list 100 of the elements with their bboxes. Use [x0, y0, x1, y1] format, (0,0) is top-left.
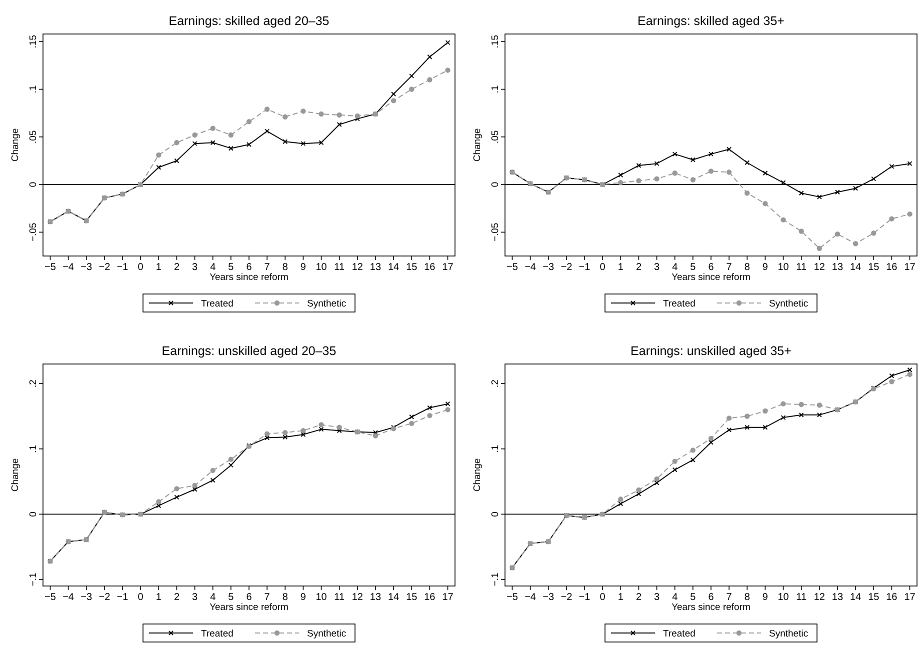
x-tick-label: 16 — [424, 592, 436, 603]
x-tick-label: 1 — [618, 262, 624, 273]
x-tick-label: 11 — [334, 262, 345, 273]
x-tick-label: 10 — [316, 592, 328, 603]
x-tick-label: 9 — [762, 262, 768, 273]
legend-label: Synthetic — [769, 298, 808, 310]
x-tick-label: 0 — [600, 262, 606, 273]
x-tick-label: 3 — [192, 262, 198, 273]
x-tick-label: 6 — [708, 262, 714, 273]
x-tick-label: −5 — [506, 262, 518, 273]
y-axis-title: Change — [10, 128, 21, 162]
x-tick-label: 13 — [832, 592, 844, 603]
x-tick-label: 15 — [406, 262, 418, 273]
y-tick-label: −.1 — [28, 572, 39, 586]
y-tick-label: .15 — [28, 35, 39, 48]
x-tick-label: 6 — [708, 592, 714, 603]
x-tick-label: 16 — [886, 262, 898, 273]
x-tick-label: 7 — [264, 592, 270, 603]
x-tick-label: −3 — [542, 592, 555, 603]
x-tick-label: 16 — [886, 592, 898, 603]
x-tick-label: 10 — [778, 592, 790, 603]
x-tick-label: −1 — [116, 592, 129, 603]
y-tick-label: .05 — [28, 130, 39, 144]
x-tick-label: 8 — [744, 262, 750, 273]
chart-title: Earnings: unskilled aged 20–35 — [162, 344, 336, 358]
x-tick-label: 0 — [138, 592, 144, 603]
x-tick-label: −2 — [98, 262, 111, 273]
x-axis-title: Years since reform — [210, 602, 289, 613]
x-tick-label: −5 — [506, 592, 518, 603]
x-tick-label: 1 — [156, 262, 162, 273]
x-tick-label: 3 — [654, 262, 660, 273]
x-tick-label: 13 — [832, 262, 844, 273]
x-tick-label: 14 — [388, 262, 400, 273]
y-tick-label: .2 — [490, 380, 501, 388]
x-tick-label: 7 — [264, 262, 270, 273]
x-tick-label: 10 — [778, 262, 790, 273]
x-tick-label: −1 — [578, 262, 591, 273]
legend-label: Synthetic — [307, 628, 346, 640]
y-tick-label: .1 — [490, 444, 501, 453]
y-axis-title: Change — [472, 128, 483, 162]
x-tick-label: 5 — [690, 592, 696, 603]
x-tick-label: 5 — [228, 592, 234, 603]
x-tick-label: −4 — [62, 592, 74, 603]
x-tick-label: 2 — [636, 262, 642, 273]
y-tick-label: −.1 — [490, 572, 501, 586]
x-tick-label: 12 — [814, 592, 826, 603]
legend-label: Treated — [663, 628, 696, 640]
x-tick-label: 15 — [868, 262, 880, 273]
x-tick-label: −1 — [578, 592, 591, 603]
chart-title: Earnings: skilled aged 35+ — [638, 14, 784, 28]
y-axis-title: Change — [472, 458, 483, 492]
x-tick-label: −3 — [80, 592, 93, 603]
y-tick-label: .1 — [28, 444, 39, 453]
x-tick-label: −1 — [116, 262, 129, 273]
x-tick-label: −4 — [524, 262, 536, 273]
x-tick-label: 4 — [210, 592, 216, 603]
x-tick-label: −2 — [98, 592, 111, 603]
x-tick-label: 16 — [424, 262, 436, 273]
x-tick-label: 6 — [246, 592, 252, 603]
x-tick-label: 4 — [672, 262, 678, 273]
x-tick-label: 7 — [726, 262, 732, 273]
x-tick-label: 13 — [370, 592, 382, 603]
y-tick-label: .15 — [490, 35, 501, 48]
x-tick-label: 17 — [904, 592, 916, 603]
x-tick-label: 7 — [726, 592, 732, 603]
y-tick-label: −.05 — [28, 222, 39, 242]
x-tick-label: 15 — [868, 592, 880, 603]
y-tick-label: .1 — [490, 85, 501, 94]
x-tick-label: 2 — [174, 262, 180, 273]
legend-label: Treated — [201, 298, 234, 310]
x-tick-label: −4 — [524, 592, 536, 603]
x-tick-label: 5 — [228, 262, 234, 273]
x-tick-label: −5 — [44, 262, 56, 273]
y-tick-label: 0 — [490, 512, 501, 517]
x-tick-label: −3 — [542, 262, 555, 273]
chart-title: Earnings: skilled aged 20–35 — [168, 14, 330, 28]
x-tick-label: 12 — [814, 262, 826, 273]
x-tick-label: 9 — [300, 592, 306, 603]
x-tick-label: 14 — [850, 262, 862, 273]
x-tick-label: 15 — [406, 592, 418, 603]
x-tick-label: 3 — [654, 592, 660, 603]
x-tick-label: 11 — [334, 592, 345, 603]
x-axis-title: Years since reform — [672, 272, 751, 283]
x-tick-label: 4 — [672, 592, 678, 603]
legend-label: Synthetic — [307, 298, 346, 310]
x-tick-label: 11 — [796, 592, 807, 603]
y-tick-label: .05 — [490, 130, 501, 144]
legend-label: Treated — [201, 628, 234, 640]
x-tick-label: −5 — [44, 592, 56, 603]
legend-label: Treated — [663, 298, 696, 310]
x-tick-label: 12 — [352, 592, 364, 603]
x-tick-label: 1 — [618, 592, 624, 603]
y-tick-label: 0 — [490, 182, 501, 188]
x-tick-label: −2 — [560, 262, 573, 273]
y-tick-label: −.05 — [490, 222, 501, 242]
x-tick-label: 8 — [282, 262, 288, 273]
x-tick-label: 14 — [850, 592, 862, 603]
y-tick-label: .1 — [28, 85, 39, 94]
x-tick-label: 9 — [762, 592, 768, 603]
x-tick-label: 11 — [796, 262, 807, 273]
